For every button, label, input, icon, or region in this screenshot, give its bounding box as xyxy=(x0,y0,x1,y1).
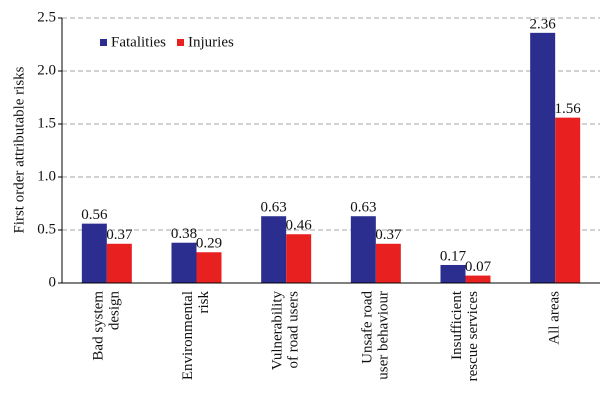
bar xyxy=(350,216,376,283)
bar xyxy=(106,243,132,283)
legend-swatch xyxy=(177,39,184,46)
x-tick-label: Unsafe road xyxy=(359,291,375,364)
data-label: 0.38 xyxy=(171,226,197,242)
legend-swatch xyxy=(100,39,107,46)
x-tick-label: Environmental xyxy=(180,291,196,380)
bar xyxy=(555,117,581,283)
x-tick-label: user behaviour xyxy=(375,291,391,380)
y-tick-label: 2.0 xyxy=(37,62,56,78)
data-label: 0.37 xyxy=(106,227,133,243)
data-label: 0.63 xyxy=(261,200,287,216)
bar xyxy=(286,234,312,283)
bar xyxy=(196,252,222,283)
bar xyxy=(261,216,287,283)
data-label: 0.63 xyxy=(350,200,376,216)
legend-label: Fatalities xyxy=(111,34,166,50)
x-tick-label: of road users xyxy=(286,291,302,369)
bar xyxy=(171,242,197,283)
y-tick-label: 0.5 xyxy=(37,221,56,237)
bar xyxy=(440,264,466,283)
x-tick-label: Insufficient xyxy=(449,290,465,360)
data-label: 0.46 xyxy=(286,218,313,234)
x-tick-label: risk xyxy=(196,291,212,314)
data-label: 0.07 xyxy=(465,259,492,275)
y-tick-label: 1.5 xyxy=(37,115,56,131)
data-label: 0.37 xyxy=(375,227,402,243)
data-label: 2.36 xyxy=(530,16,557,32)
x-tick-label: Vulnerability xyxy=(270,291,286,371)
bar xyxy=(81,223,107,283)
data-label: 0.29 xyxy=(196,236,222,252)
x-tick-label: design xyxy=(106,291,122,331)
x-tick-label: rescue services xyxy=(465,291,481,382)
data-label: 0.17 xyxy=(440,248,467,264)
x-tick-label: Bad system xyxy=(90,291,106,361)
legend-label: Injuries xyxy=(188,34,234,50)
y-tick-label: 2.5 xyxy=(37,9,56,25)
bar xyxy=(530,32,556,284)
data-label: 0.56 xyxy=(81,207,108,223)
bar xyxy=(375,243,401,283)
y-tick-label: 0 xyxy=(49,274,57,290)
y-tick-label: 1.0 xyxy=(37,168,56,184)
x-tick-label: All areas xyxy=(547,291,563,345)
bar xyxy=(465,275,491,283)
data-label: 1.56 xyxy=(555,101,582,117)
y-axis-label: First order attributable risks xyxy=(11,66,27,233)
